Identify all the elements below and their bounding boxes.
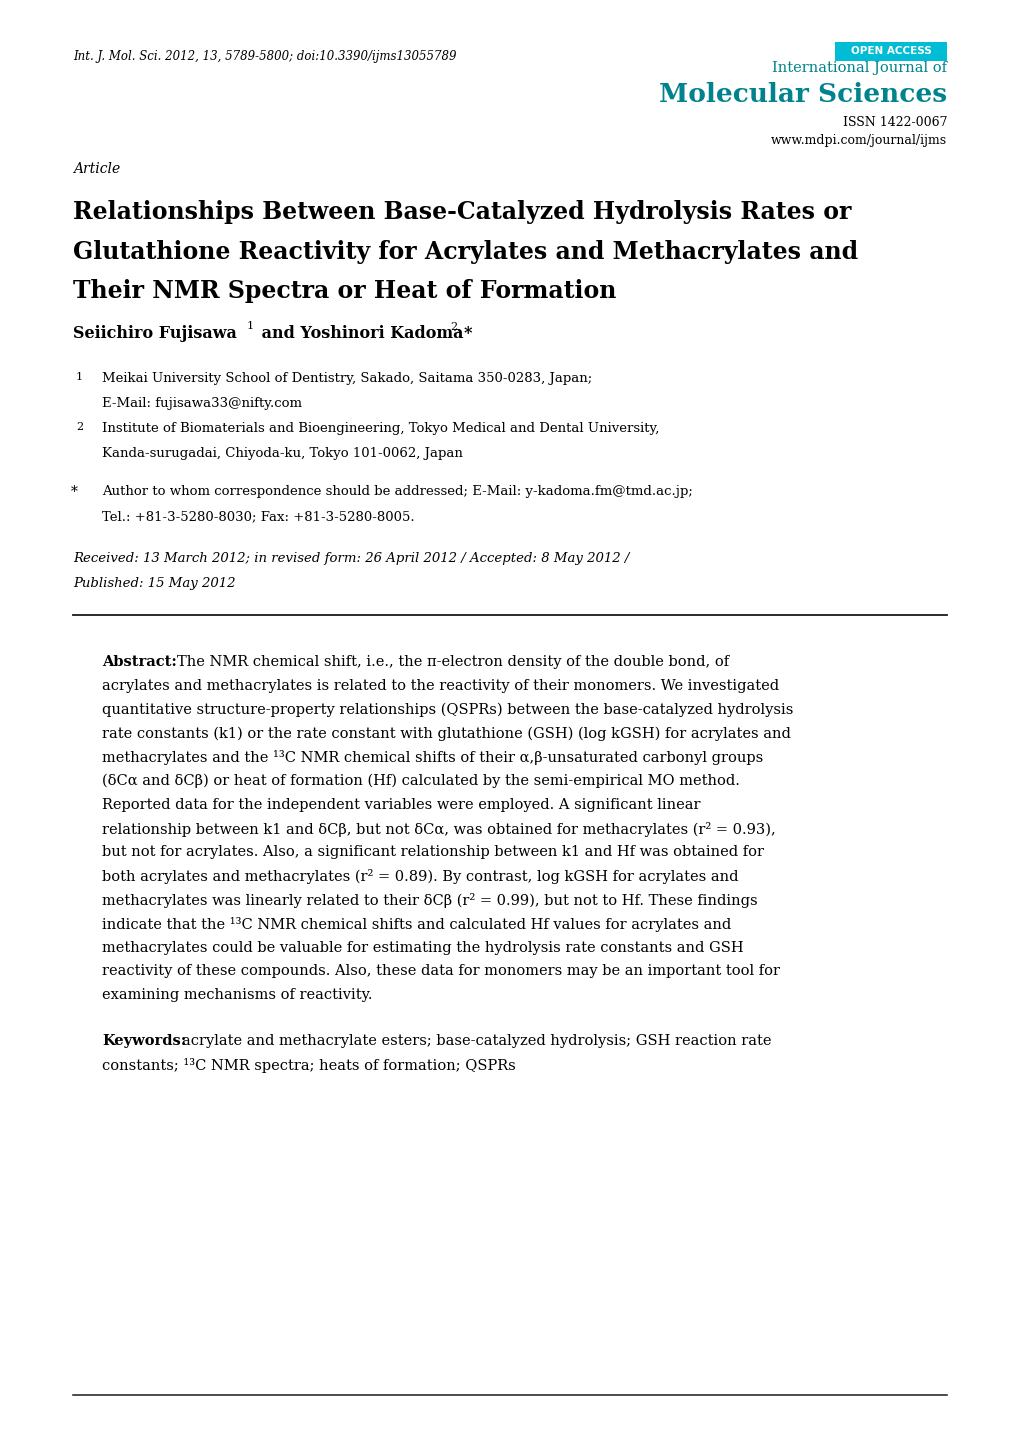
Text: examining mechanisms of reactivity.: examining mechanisms of reactivity. xyxy=(102,989,372,1001)
Text: www.mdpi.com/journal/ijms: www.mdpi.com/journal/ijms xyxy=(770,134,946,147)
Text: Author to whom correspondence should be addressed; E-Mail: y-kadoma.fm@tmd.ac.jp: Author to whom correspondence should be … xyxy=(102,486,692,499)
Text: 1: 1 xyxy=(76,372,83,382)
Text: and Yoshinori Kadoma: and Yoshinori Kadoma xyxy=(256,326,463,342)
Text: acrylate and methacrylate esters; base-catalyzed hydrolysis; GSH reaction rate: acrylate and methacrylate esters; base-c… xyxy=(181,1035,770,1048)
Text: reactivity of these compounds. Also, these data for monomers may be an important: reactivity of these compounds. Also, the… xyxy=(102,964,780,978)
Text: The NMR chemical shift, i.e., the π-electron density of the double bond, of: The NMR chemical shift, i.e., the π-elec… xyxy=(177,656,729,669)
Text: Article: Article xyxy=(73,161,120,176)
Text: Reported data for the independent variables were employed. A significant linear: Reported data for the independent variab… xyxy=(102,798,700,811)
Text: both acrylates and methacrylates (r² = 0.89). By contrast, log kGSH for acrylate: both acrylates and methacrylates (r² = 0… xyxy=(102,869,738,885)
Text: methacrylates and the ¹³C NMR chemical shifts of their α,β-unsaturated carbonyl : methacrylates and the ¹³C NMR chemical s… xyxy=(102,751,762,765)
Text: Kanda-surugadai, Chiyoda-ku, Tokyo 101-0062, Japan: Kanda-surugadai, Chiyoda-ku, Tokyo 101-0… xyxy=(102,447,463,460)
Text: Glutathione Reactivity for Acrylates and Methacrylates and: Glutathione Reactivity for Acrylates and… xyxy=(73,239,857,264)
Text: International Journal of: International Journal of xyxy=(771,61,946,75)
Text: E-Mail: fujisawa33@nifty.com: E-Mail: fujisawa33@nifty.com xyxy=(102,398,302,411)
Text: (δCα and δCβ) or heat of formation (Hf) calculated by the semi-empirical MO meth: (δCα and δCβ) or heat of formation (Hf) … xyxy=(102,774,739,788)
Text: Tel.: +81-3-5280-8030; Fax: +81-3-5280-8005.: Tel.: +81-3-5280-8030; Fax: +81-3-5280-8… xyxy=(102,510,414,523)
Text: relationship between k1 and δCβ, but not δCα, was obtained for methacrylates (r²: relationship between k1 and δCβ, but not… xyxy=(102,821,775,837)
Text: quantitative structure-property relationships (QSPRs) between the base-catalyzed: quantitative structure-property relation… xyxy=(102,703,793,718)
Text: 2,: 2, xyxy=(449,321,461,331)
Text: Meikai University School of Dentistry, Sakado, Saitama 350-0283, Japan;: Meikai University School of Dentistry, S… xyxy=(102,372,592,385)
FancyBboxPatch shape xyxy=(835,42,946,61)
Text: Their NMR Spectra or Heat of Formation: Their NMR Spectra or Heat of Formation xyxy=(73,280,615,303)
Text: Int. J. Mol. Sci. 2012, 13, 5789-5800; doi:10.3390/ijms13055789: Int. J. Mol. Sci. 2012, 13, 5789-5800; d… xyxy=(73,50,457,63)
Text: 1: 1 xyxy=(247,321,254,331)
Text: acrylates and methacrylates is related to the reactivity of their monomers. We i: acrylates and methacrylates is related t… xyxy=(102,679,779,693)
Text: Molecular Sciences: Molecular Sciences xyxy=(658,82,946,107)
Text: 2: 2 xyxy=(76,422,83,432)
Text: Published: 15 May 2012: Published: 15 May 2012 xyxy=(73,576,235,589)
Text: Institute of Biomaterials and Bioengineering, Tokyo Medical and Dental Universit: Institute of Biomaterials and Bioenginee… xyxy=(102,422,658,435)
Text: Keywords:: Keywords: xyxy=(102,1035,186,1048)
Text: indicate that the ¹³C NMR chemical shifts and calculated Hf values for acrylates: indicate that the ¹³C NMR chemical shift… xyxy=(102,916,731,932)
Text: Seiichiro Fujisawa: Seiichiro Fujisawa xyxy=(73,326,236,342)
Text: but not for acrylates. Also, a significant relationship between k1 and Hf was ob: but not for acrylates. Also, a significa… xyxy=(102,846,763,859)
Text: methacrylates was linearly related to their δCβ (r² = 0.99), but not to Hf. Thes: methacrylates was linearly related to th… xyxy=(102,893,757,908)
Text: Received: 13 March 2012; in revised form: 26 April 2012 / Accepted: 8 May 2012 /: Received: 13 March 2012; in revised form… xyxy=(73,552,629,565)
Text: rate constants (k1) or the rate constant with glutathione (GSH) (log kGSH) for a: rate constants (k1) or the rate constant… xyxy=(102,726,790,741)
Text: Relationships Between Base-Catalyzed Hydrolysis Rates or: Relationships Between Base-Catalyzed Hyd… xyxy=(73,200,851,223)
Text: Abstract:: Abstract: xyxy=(102,656,176,669)
Text: methacrylates could be valuable for estimating the hydrolysis rate constants and: methacrylates could be valuable for esti… xyxy=(102,941,743,954)
Text: *: * xyxy=(71,486,77,499)
Text: ISSN 1422-0067: ISSN 1422-0067 xyxy=(842,115,946,130)
Text: constants; ¹³C NMR spectra; heats of formation; QSPRs: constants; ¹³C NMR spectra; heats of for… xyxy=(102,1058,516,1072)
Text: OPEN ACCESS: OPEN ACCESS xyxy=(850,46,930,56)
Text: *: * xyxy=(464,326,472,342)
